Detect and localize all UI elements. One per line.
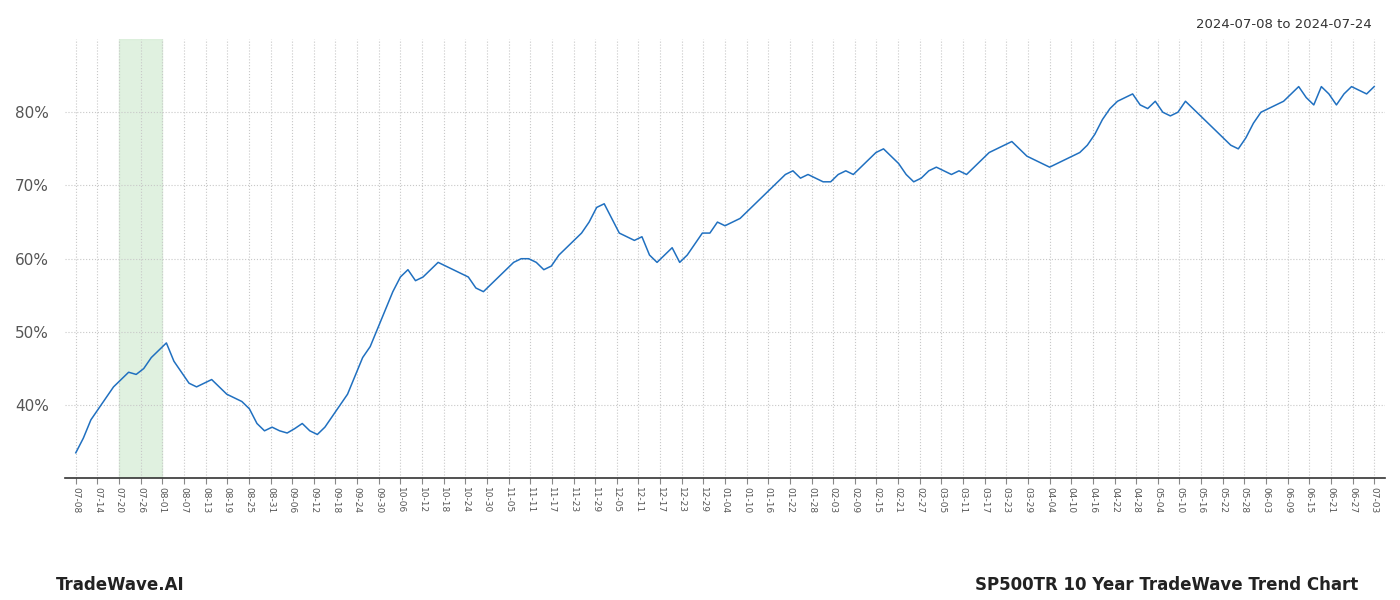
- Text: TradeWave.AI: TradeWave.AI: [56, 576, 185, 594]
- Text: SP500TR 10 Year TradeWave Trend Chart: SP500TR 10 Year TradeWave Trend Chart: [974, 576, 1358, 594]
- Text: 2024-07-08 to 2024-07-24: 2024-07-08 to 2024-07-24: [1196, 18, 1372, 31]
- Bar: [119, 39, 162, 478]
